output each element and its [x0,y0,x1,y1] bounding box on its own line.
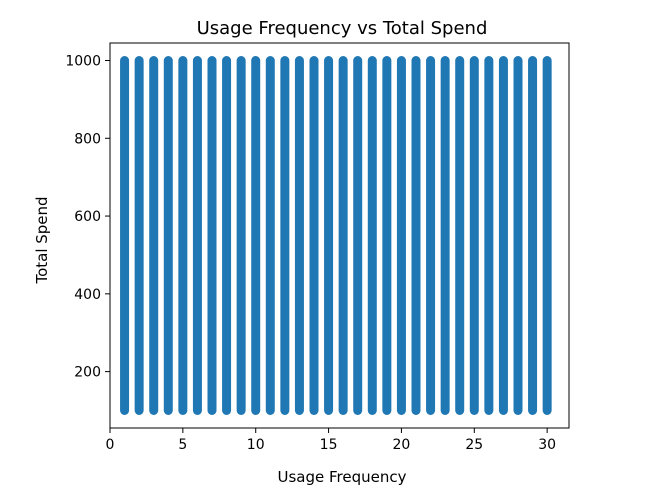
data-column [528,56,538,415]
data-column [192,56,202,415]
data-column [236,56,246,415]
data-column [411,56,421,415]
x-tick-label: 5 [178,437,187,453]
y-tick-label: 1000 [65,54,101,70]
x-axis-label: Usage Frequency [278,468,407,486]
data-column [251,56,261,415]
data-points [120,56,552,415]
data-column [149,56,159,415]
y-axis-label: Total Spend [33,196,51,284]
y-tick-label: 800 [74,131,101,147]
data-column [396,56,406,415]
plot-frame [109,42,570,429]
y-tick-label: 600 [74,209,101,225]
data-column [207,56,217,415]
data-column [265,56,275,415]
data-column [134,56,144,415]
x-tick-label: 0 [106,437,115,453]
data-column [309,56,319,415]
data-column [120,56,130,415]
data-column [294,56,304,415]
data-column [469,56,479,415]
data-column [382,56,392,415]
x-tick-label: 10 [247,437,265,453]
x-tick-label: 15 [320,437,338,453]
y-axis: 200 400 600 800 1000 [65,54,110,381]
data-column [178,56,188,415]
data-column [324,56,334,415]
data-column [280,56,290,415]
chart-title: Usage Frequency vs Total Spend [197,18,488,39]
x-tick-label: 20 [393,437,411,453]
data-column [426,56,436,415]
x-axis: 0 5 10 15 20 25 30 [106,428,556,453]
data-column [513,56,523,415]
data-column [542,56,552,415]
data-column [222,56,232,415]
data-column [498,56,508,415]
x-tick-label: 25 [465,437,483,453]
data-column [367,56,377,415]
data-column [338,56,348,415]
y-tick-label: 400 [74,287,101,303]
x-tick-label: 30 [538,437,556,453]
data-column [353,56,363,415]
data-column [163,56,173,415]
data-column [484,56,494,415]
data-column [440,56,450,415]
y-tick-label: 200 [74,365,101,381]
data-column [455,56,465,415]
